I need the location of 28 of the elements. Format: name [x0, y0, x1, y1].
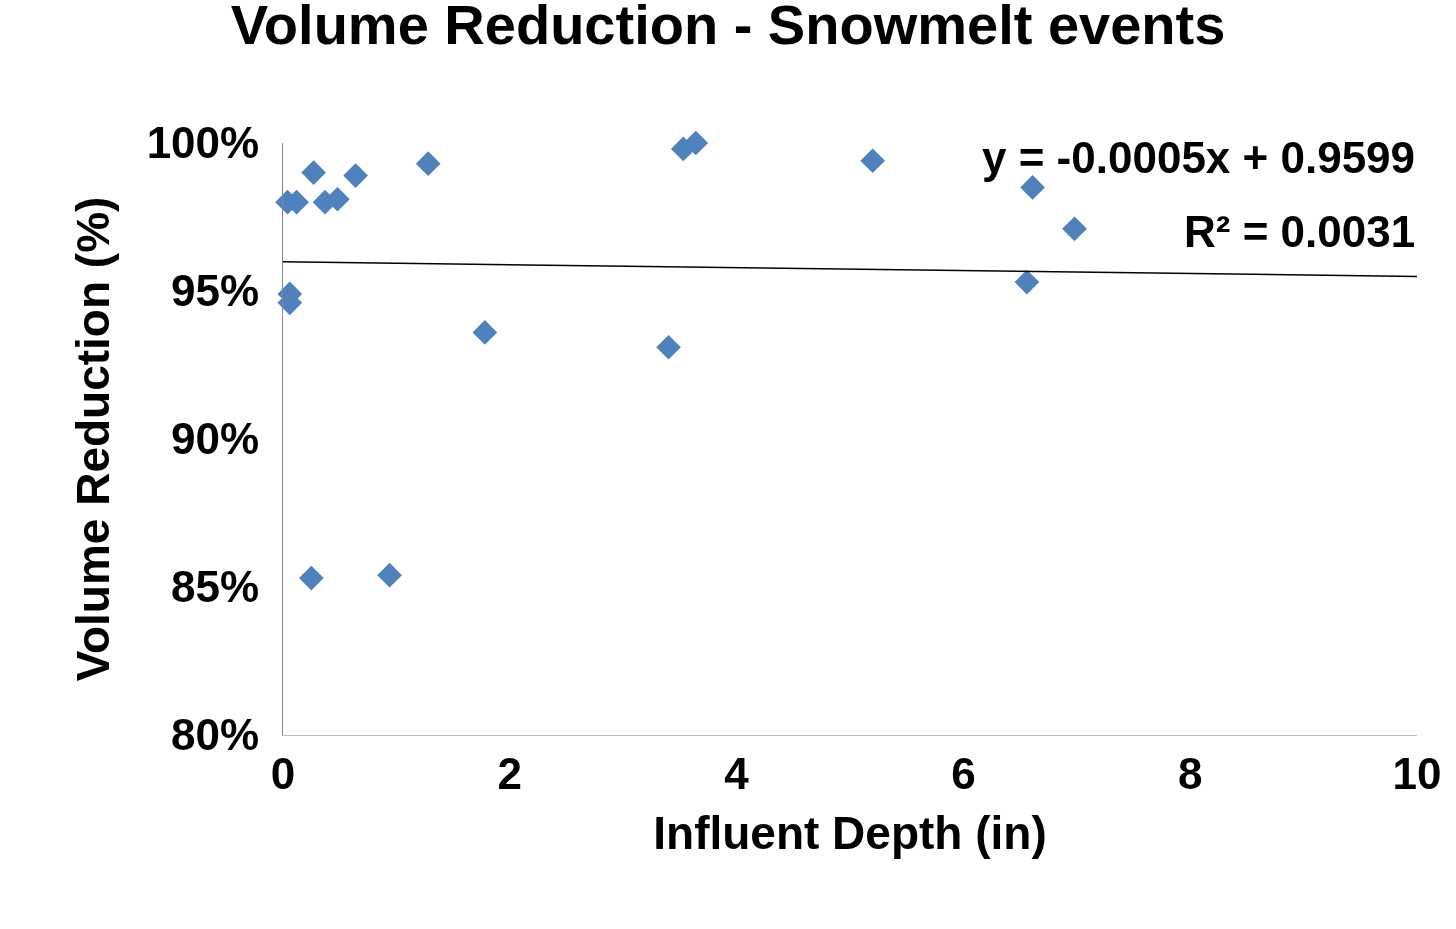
x-tick-label: 0	[270, 748, 296, 798]
point	[656, 334, 681, 360]
point	[301, 160, 326, 185]
x-tick-label: 4	[724, 748, 750, 798]
point	[1062, 216, 1087, 242]
y-tick-label: 95%	[171, 266, 260, 316]
x-tick-label: 6	[951, 748, 976, 798]
y-tick-label: 90%	[171, 414, 260, 464]
point	[1020, 175, 1045, 200]
point	[415, 151, 441, 177]
x-tick-label: 8	[1177, 748, 1203, 798]
annotation: R² = 0.0031	[1184, 207, 1416, 256]
point	[1014, 269, 1040, 295]
point	[472, 320, 498, 345]
y-axis-title: Volume Reduction (%)	[67, 196, 120, 682]
chart-title: Volume Reduction - Snowmelt events	[230, 0, 1226, 56]
point	[343, 163, 368, 188]
point	[860, 148, 886, 174]
annotation: y = -0.0005x + 0.9599	[982, 133, 1416, 182]
y-tick-label: 100%	[146, 118, 260, 168]
point	[299, 565, 324, 591]
x-tick-label: 2	[497, 748, 523, 798]
point	[377, 562, 402, 588]
x-tick-label: 10	[1392, 748, 1442, 798]
point	[683, 130, 709, 156]
y-tick-label: 80%	[171, 710, 260, 760]
y-tick-label: 85%	[171, 562, 260, 612]
x-axis-title: Influent Depth (in)	[653, 807, 1047, 860]
